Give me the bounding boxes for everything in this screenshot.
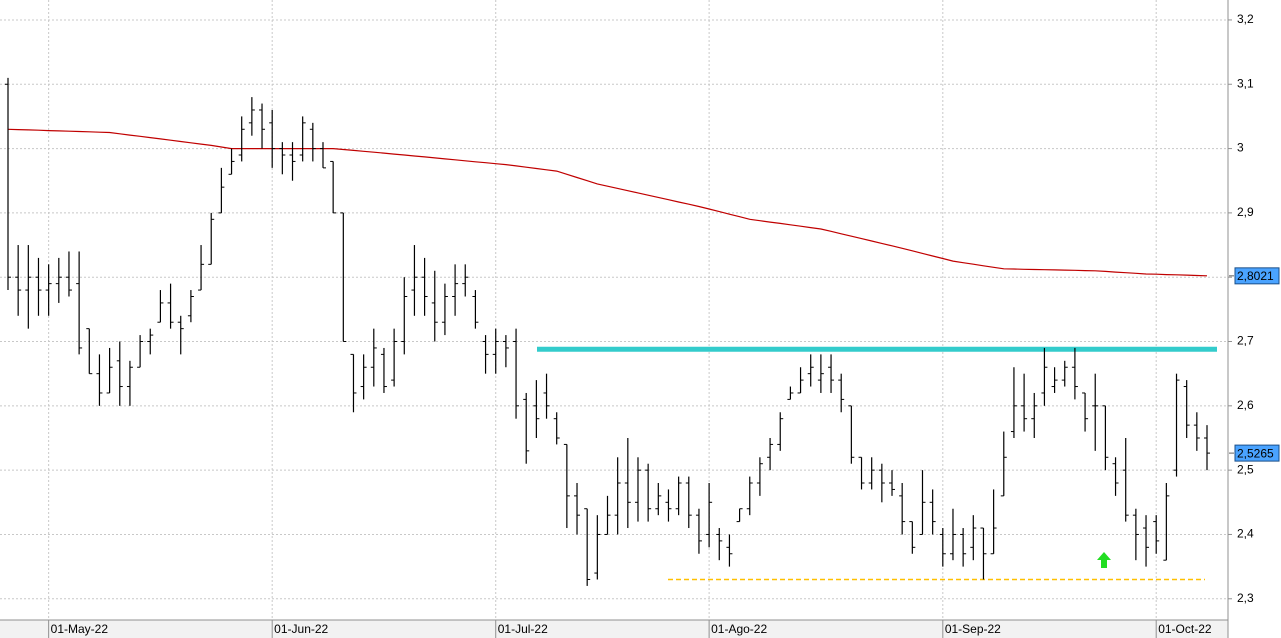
y-tick-label: 2,5 bbox=[1237, 462, 1254, 476]
x-tick-label: 01-May-22 bbox=[51, 622, 109, 636]
y-tick-label: 3,2 bbox=[1237, 12, 1254, 26]
last-value-box bbox=[1234, 444, 1280, 462]
y-tick-label: 3 bbox=[1237, 141, 1244, 155]
y-tick-label: 2,9 bbox=[1237, 205, 1254, 219]
last-value-label: 2,8021 bbox=[1237, 269, 1274, 283]
last-value-label: 2,5265 bbox=[1237, 446, 1274, 460]
x-tick-label: 01-Jul-22 bbox=[498, 622, 548, 636]
x-tick-label: 01-Sep-22 bbox=[945, 622, 1001, 636]
x-tick-label: 01-Oct-22 bbox=[1158, 622, 1212, 636]
y-tick-label: 2,3 bbox=[1237, 591, 1254, 605]
y-tick-label: 2,7 bbox=[1237, 334, 1254, 348]
moving-average bbox=[7, 128, 1208, 277]
y-tick-label: 3,1 bbox=[1237, 76, 1254, 90]
x-tick-label: 01-Ago-22 bbox=[711, 622, 767, 636]
y-tick-label: 2,4 bbox=[1237, 527, 1254, 541]
last-value-box bbox=[1234, 267, 1280, 285]
y-tick-label: 2,6 bbox=[1237, 398, 1254, 412]
x-tick-label: 01-Jun-22 bbox=[274, 622, 328, 636]
x-axis-band bbox=[0, 620, 1228, 638]
buy-arrow bbox=[1097, 552, 1111, 568]
